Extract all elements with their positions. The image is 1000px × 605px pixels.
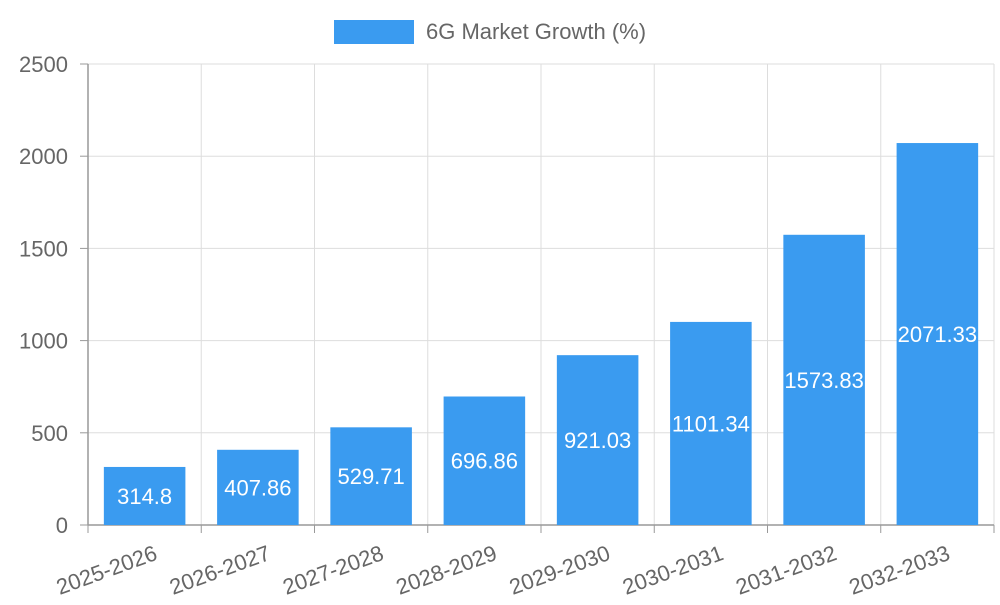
x-tick-label: 2030-2031 — [619, 540, 726, 599]
data-labels: 314.8 407.86 529.71 696.86 921.03 1101.34 1573… — [117, 322, 977, 509]
x-tick-label: 2026-2027 — [166, 540, 273, 599]
x-tick-label: 2031-2032 — [732, 540, 839, 599]
bar[interactable] — [896, 143, 979, 525]
bar[interactable] — [670, 321, 752, 525]
legend[interactable]: 6G Market Growth (%) — [334, 19, 646, 44]
x-tick-label: 2027-2028 — [279, 540, 386, 599]
bar-value-label: 407.86 — [224, 475, 291, 500]
bar-value-label: 529.71 — [337, 464, 404, 489]
bar-value-label: 314.8 — [117, 484, 172, 509]
legend-swatch[interactable] — [334, 20, 414, 44]
bar[interactable] — [443, 396, 526, 525]
x-tick-label: 2032-2033 — [846, 540, 953, 599]
bar-value-label: 1573.83 — [784, 368, 864, 393]
y-tick-label: 2000 — [19, 144, 68, 169]
bar[interactable] — [217, 449, 299, 525]
x-tick-label: 2028-2029 — [393, 540, 500, 599]
bar-value-label: 696.86 — [451, 449, 518, 474]
bar[interactable] — [103, 466, 186, 525]
x-tick-label: 2025-2026 — [53, 540, 160, 599]
bar[interactable] — [783, 234, 865, 525]
bar[interactable] — [556, 355, 639, 525]
gridlines — [88, 63, 995, 525]
x-tick-label: 2029-2030 — [506, 540, 613, 599]
bar-value-label: 1101.34 — [672, 411, 750, 436]
bar-value-label: 921.03 — [564, 428, 631, 453]
y-tick-label: 2500 — [19, 52, 68, 77]
y-tick-label: 1000 — [19, 329, 68, 354]
bar-value-label: 2071.33 — [898, 322, 978, 347]
y-tick-label: 500 — [31, 421, 68, 446]
legend-label[interactable]: 6G Market Growth (%) — [426, 19, 646, 44]
bars — [103, 143, 979, 525]
bar[interactable] — [330, 427, 412, 525]
y-tick-label: 1500 — [19, 236, 68, 261]
y-tick-label: 0 — [56, 513, 68, 538]
